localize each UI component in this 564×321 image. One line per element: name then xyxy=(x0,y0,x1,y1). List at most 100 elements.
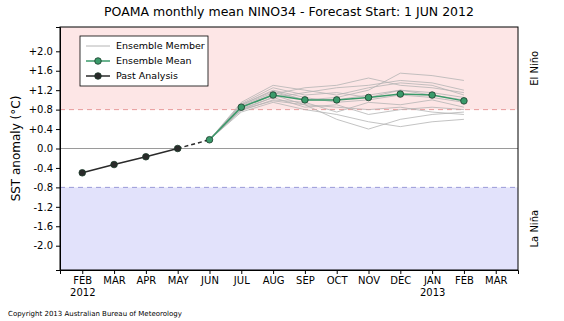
ensemble-member-line xyxy=(209,88,463,140)
x-tick-label: FEB2012 xyxy=(70,275,95,298)
y-tick-label: +0.4 xyxy=(29,124,53,135)
x-tick-label-line: OCT xyxy=(327,275,349,286)
x-axis: FEB2012MARAPRMAYJUNJULAUGSEPOCTNOVDECJAN… xyxy=(61,270,519,298)
x-tick-label-line: MAY xyxy=(168,275,190,286)
y-tick-mark xyxy=(56,110,60,111)
y-tick-label: 0.0 xyxy=(37,143,53,154)
legend-box xyxy=(80,36,208,86)
series-point xyxy=(461,98,468,105)
x-tick-label-line: MAR xyxy=(485,275,507,286)
y-tick-label: -0.4 xyxy=(33,163,53,174)
x-tick-mark xyxy=(464,270,465,274)
ensemble-member-line xyxy=(209,101,463,140)
x-tick-label: FEB xyxy=(455,275,474,286)
series-point xyxy=(270,92,277,99)
y-tick: -2.0 xyxy=(33,240,60,251)
y-tick-mark xyxy=(56,168,60,169)
y-tick: -1.6 xyxy=(33,221,60,232)
y-tick: 0.0 xyxy=(37,143,60,154)
x-tick: MAY xyxy=(168,270,190,286)
y-tick-label: +0.8 xyxy=(29,104,53,115)
y-axis-title: SST anomaly (°C) xyxy=(9,96,23,202)
x-tick-label-line: AUG xyxy=(263,275,285,286)
series-point xyxy=(365,94,372,101)
series-point xyxy=(429,92,436,99)
region-label: La Niña xyxy=(529,210,540,248)
y-tick-label: +2.0 xyxy=(29,46,53,57)
ensemble-member-line xyxy=(209,90,463,140)
x-tick: JUL xyxy=(233,270,250,286)
legend-label: Ensemble Member xyxy=(116,40,205,51)
series-point xyxy=(238,104,245,111)
x-tick-label-line: 2013 xyxy=(420,287,445,298)
y-tick: -1.2 xyxy=(33,202,60,213)
plot-background xyxy=(60,27,518,270)
series-point xyxy=(206,136,213,143)
x-tick: MAR xyxy=(485,270,507,286)
series-point xyxy=(302,97,309,104)
y-axis-line xyxy=(56,28,61,271)
y-tick-label: +1.2 xyxy=(29,85,53,96)
x-tick-label-line: NOV xyxy=(358,275,380,286)
x-tick-mark xyxy=(241,270,242,274)
ensemble-member-line xyxy=(209,90,463,140)
x-tick-label: JUN xyxy=(200,275,219,286)
legend-label: Ensemble Mean xyxy=(116,55,192,66)
x-tick: MAR xyxy=(103,270,125,286)
x-tick-label: MAR xyxy=(103,275,125,286)
series-point xyxy=(333,97,340,104)
x-tick-mark xyxy=(209,270,210,274)
analysis-link xyxy=(178,140,210,149)
x-tick-label-line: 2012 xyxy=(70,287,95,298)
x-tick-label: OCT xyxy=(327,275,349,286)
x-tick-mark xyxy=(273,270,274,274)
x-tick-label-line: DEC xyxy=(390,275,411,286)
x-tick: JUN xyxy=(200,270,219,286)
chart: +2.0 +1.6 +1.2 +0.8 +0.4 0.0 -0.4 -0.8 -1.2 -1.6 -… xyxy=(0,0,564,321)
x-tick-label-line: APR xyxy=(136,275,156,286)
reference-lines xyxy=(60,110,518,188)
y-tick-mark xyxy=(56,71,60,72)
y-tick: -0.8 xyxy=(33,182,60,193)
x-tick: NOV xyxy=(358,270,380,286)
x-tick-label-line: MAR xyxy=(103,275,125,286)
x-tick-label-line: JAN xyxy=(423,275,441,286)
y-tick-mark xyxy=(56,187,60,188)
x-tick: APR xyxy=(136,270,156,286)
x-tick-label: SEP xyxy=(296,275,315,286)
reference-line xyxy=(60,148,518,149)
x-tick-mark xyxy=(337,270,338,274)
x-tick: OCT xyxy=(327,270,349,286)
y-tick: +0.4 xyxy=(29,124,60,135)
x-tick-mark xyxy=(496,270,497,274)
y-tick: +2.0 xyxy=(29,46,60,57)
legend-marker xyxy=(95,58,102,65)
series-point xyxy=(79,170,86,177)
x-axis-line xyxy=(61,271,519,275)
x-tick-mark xyxy=(146,270,147,274)
series-point xyxy=(143,153,150,160)
reference-line xyxy=(60,109,518,110)
data xyxy=(79,73,467,176)
y-tick-mark xyxy=(56,129,60,130)
x-tick-label: MAY xyxy=(168,275,190,286)
note: Copyright 2013 Australian Bureau of Mete… xyxy=(8,310,182,318)
region xyxy=(60,187,518,270)
x-tick-mark xyxy=(114,270,115,274)
reference-line xyxy=(60,187,518,188)
x-tick-label: NOV xyxy=(358,275,380,286)
y-tick-label: -2.0 xyxy=(33,240,53,251)
x-tick: AUG xyxy=(263,270,285,286)
y-tick: +1.2 xyxy=(29,85,60,96)
title: POAMA monthly mean NINO34 - Forecast Sta… xyxy=(104,4,474,19)
y-tick-mark xyxy=(56,246,60,247)
x-tick-label-line: SEP xyxy=(296,275,315,286)
y-tick-label: +1.6 xyxy=(29,65,53,76)
series-line xyxy=(82,149,177,173)
x-tick-mark xyxy=(432,270,433,274)
y-tick: +1.6 xyxy=(29,65,60,76)
x-tick-label: AUG xyxy=(263,275,285,286)
x-tick-mark xyxy=(369,270,370,274)
x-tick-label-line: JUN xyxy=(200,275,219,286)
series-point xyxy=(397,91,404,98)
